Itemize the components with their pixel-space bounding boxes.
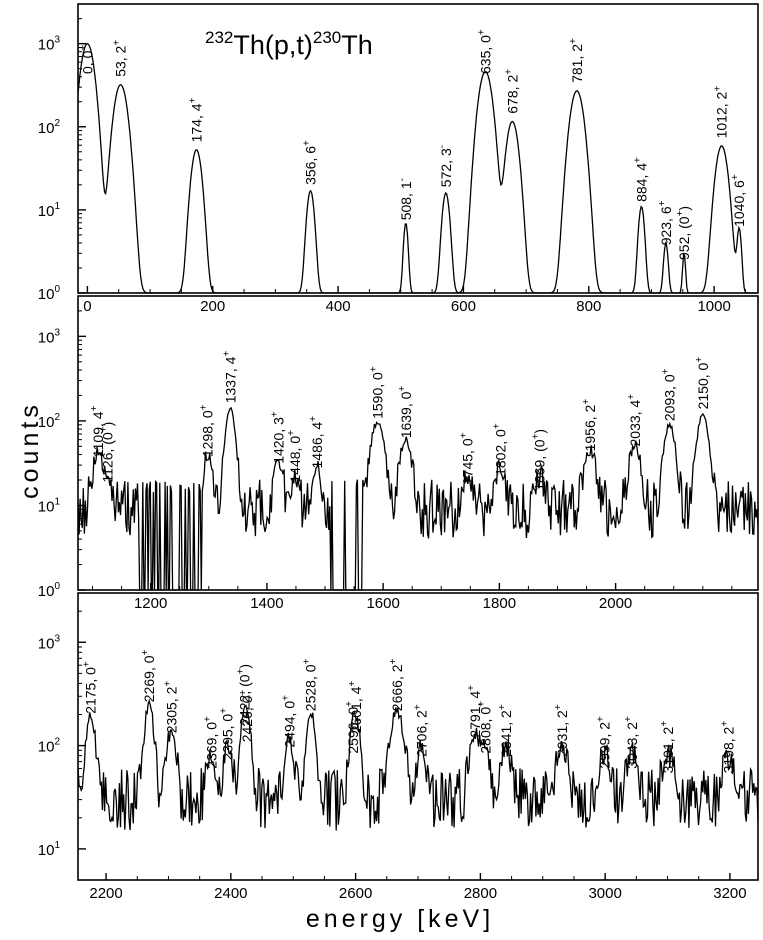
peak-label-1448: 1448, 0+ <box>286 430 303 483</box>
peak-label-2422: 2422, (0+) <box>236 664 253 726</box>
peak-label-781: 781, 2+ <box>568 38 585 83</box>
x-tick-label-1800: 1800 <box>483 595 516 612</box>
peak-label-2528: 2528, 0+ <box>302 658 319 711</box>
y-tick-label-1: 101 <box>38 201 61 220</box>
peak-label-1745: 1745, 0+ <box>458 432 475 485</box>
peak-label-1590: 1590, 0+ <box>368 366 385 419</box>
peak-label-2033: 2033, 4+ <box>626 394 643 447</box>
reaction-product: Th <box>341 30 373 60</box>
x-tick-label-2600: 2600 <box>339 885 372 902</box>
panel-top: 0 200 400 600 800 1000 100 101 102 103 0, 0+ 53, 2+… <box>38 3 759 315</box>
reaction-title: 232Th(p,t)230Th <box>205 28 373 68</box>
y-tick-label-2: 102 <box>38 737 61 756</box>
peak-label-2999: 2999, 2+ <box>596 716 613 769</box>
peak-label-53: 53, 2+ <box>112 40 129 77</box>
y-tick-label-3: 103 <box>38 633 61 652</box>
panel-frame-middle <box>77 295 759 591</box>
peak-label-508: 508, 1- <box>397 178 414 220</box>
peak-label-2931: 2931, 2+ <box>553 704 570 757</box>
x-tick-label-1200: 1200 <box>134 595 167 612</box>
y-tick-label-1: 101 <box>38 840 61 859</box>
spectrum-trace-middle <box>77 406 759 591</box>
peak-label-1012: 1012, 2+ <box>713 86 730 139</box>
peak-label-0: 0, 0+ <box>78 45 95 74</box>
peak-label-1639: 1639, 0+ <box>397 386 414 439</box>
x-tick-label-0: 0 <box>83 298 91 315</box>
peak-label-3101: 3101, 2+ <box>659 721 676 774</box>
peak-label-884: 884, 4+ <box>632 157 649 202</box>
x-tick-label-400: 400 <box>326 298 351 315</box>
peak-label-1420: 1420, 3+ <box>270 411 287 464</box>
x-tick-label-2400: 2400 <box>214 885 247 902</box>
peak-label-572: 572, 3- <box>437 145 454 187</box>
peak-label-2175: 2175, 0+ <box>82 661 99 714</box>
peak-label-2596: 2596, 0+ <box>344 701 361 754</box>
peak-label-2093: 2093, 0+ <box>661 368 678 421</box>
peak-label-1956: 1956, 2+ <box>581 399 598 452</box>
peak-label-2426: 2426, 0+ <box>238 690 255 743</box>
peak-label-1869: 1869, (0+) <box>531 429 548 491</box>
peak-label-1126: 1126, (0+) <box>99 422 116 483</box>
y-tick-label-3: 103 <box>38 327 61 346</box>
peak-label-1337: 1337, 4+ <box>221 351 238 404</box>
reaction-target: Th(p,t) <box>233 30 313 60</box>
peak-label-2666: 2666, 2+ <box>388 658 405 711</box>
peak-label-1298: 1298, 0+ <box>199 404 216 457</box>
peak-label-3198: 3198, 2+ <box>720 721 737 774</box>
x-tick-label-2200: 2200 <box>89 885 122 902</box>
peak-label-635: 635, 0+ <box>476 29 493 74</box>
spectrum-trace-top <box>77 42 758 294</box>
y-tick-label-0: 100 <box>38 284 61 303</box>
reaction-product-mass: 230 <box>312 28 342 47</box>
y-tick-label-3: 103 <box>38 35 61 54</box>
peak-label-2395: 2395, 0+ <box>219 708 236 761</box>
x-tick-label-1400: 1400 <box>250 595 283 612</box>
peak-label-2269: 2269, 0+ <box>140 649 157 702</box>
x-tick-label-800: 800 <box>576 298 601 315</box>
peak-label-2369: 2369, 0+ <box>203 716 220 769</box>
peak-label-923: 923, 6+ <box>657 200 674 245</box>
x-tick-label-200: 200 <box>200 298 225 315</box>
y-tick-label-2: 102 <box>38 118 61 137</box>
x-tick-label-1000: 1000 <box>697 298 730 315</box>
x-axis-title: energy [keV] <box>305 905 495 933</box>
peak-label-2150: 2150, 0+ <box>694 357 711 410</box>
reaction-target-mass: 232 <box>205 28 234 47</box>
peak-label-2494: 2494, 0+ <box>281 695 298 748</box>
y-tick-label-0: 100 <box>38 581 61 600</box>
peak-label-2305: 2305, 2+ <box>163 681 180 734</box>
peak-label-1109: 1109, 4+ <box>89 405 106 457</box>
peak-label-174: 174, 4+ <box>188 97 205 142</box>
peak-label-2791: 2791, 4+ <box>466 685 483 738</box>
peak-label-2706: 2706, 2+ <box>413 704 430 757</box>
peak-label-2841: 2841, 2+ <box>497 704 514 757</box>
peak-label-2808: 2808, 0+ <box>476 701 493 754</box>
peak-label-3043: 3043, 2+ <box>623 716 640 769</box>
peak-label-2601: 2601, 4+ <box>347 681 364 734</box>
x-tick-label-600: 600 <box>451 298 476 315</box>
peak-label-952: 952, (0+) <box>675 206 692 260</box>
peak-label-1486: 1486, 4+ <box>308 416 325 469</box>
spectrum-trace-bottom <box>77 698 759 831</box>
peak-label-1802: 1802, 0+ <box>492 423 509 476</box>
peak-label-356: 356, 6+ <box>302 140 319 185</box>
x-tick-label-1600: 1600 <box>366 595 399 612</box>
x-tick-label-3200: 3200 <box>713 885 746 902</box>
peak-label-1040: 1040, 6+ <box>730 174 747 227</box>
x-tick-label-2800: 2800 <box>464 885 497 902</box>
peak-label-678: 678, 2+ <box>503 69 520 114</box>
panel-bottom: 2200 2400 2600 2800 3000 3200 101 102 103 2175, 0… <box>38 592 759 902</box>
panel-frame-top <box>77 3 759 294</box>
y-axis-title: counts <box>16 401 44 499</box>
x-tick-label-2000: 2000 <box>599 595 632 612</box>
x-tick-label-3000: 3000 <box>588 885 621 902</box>
